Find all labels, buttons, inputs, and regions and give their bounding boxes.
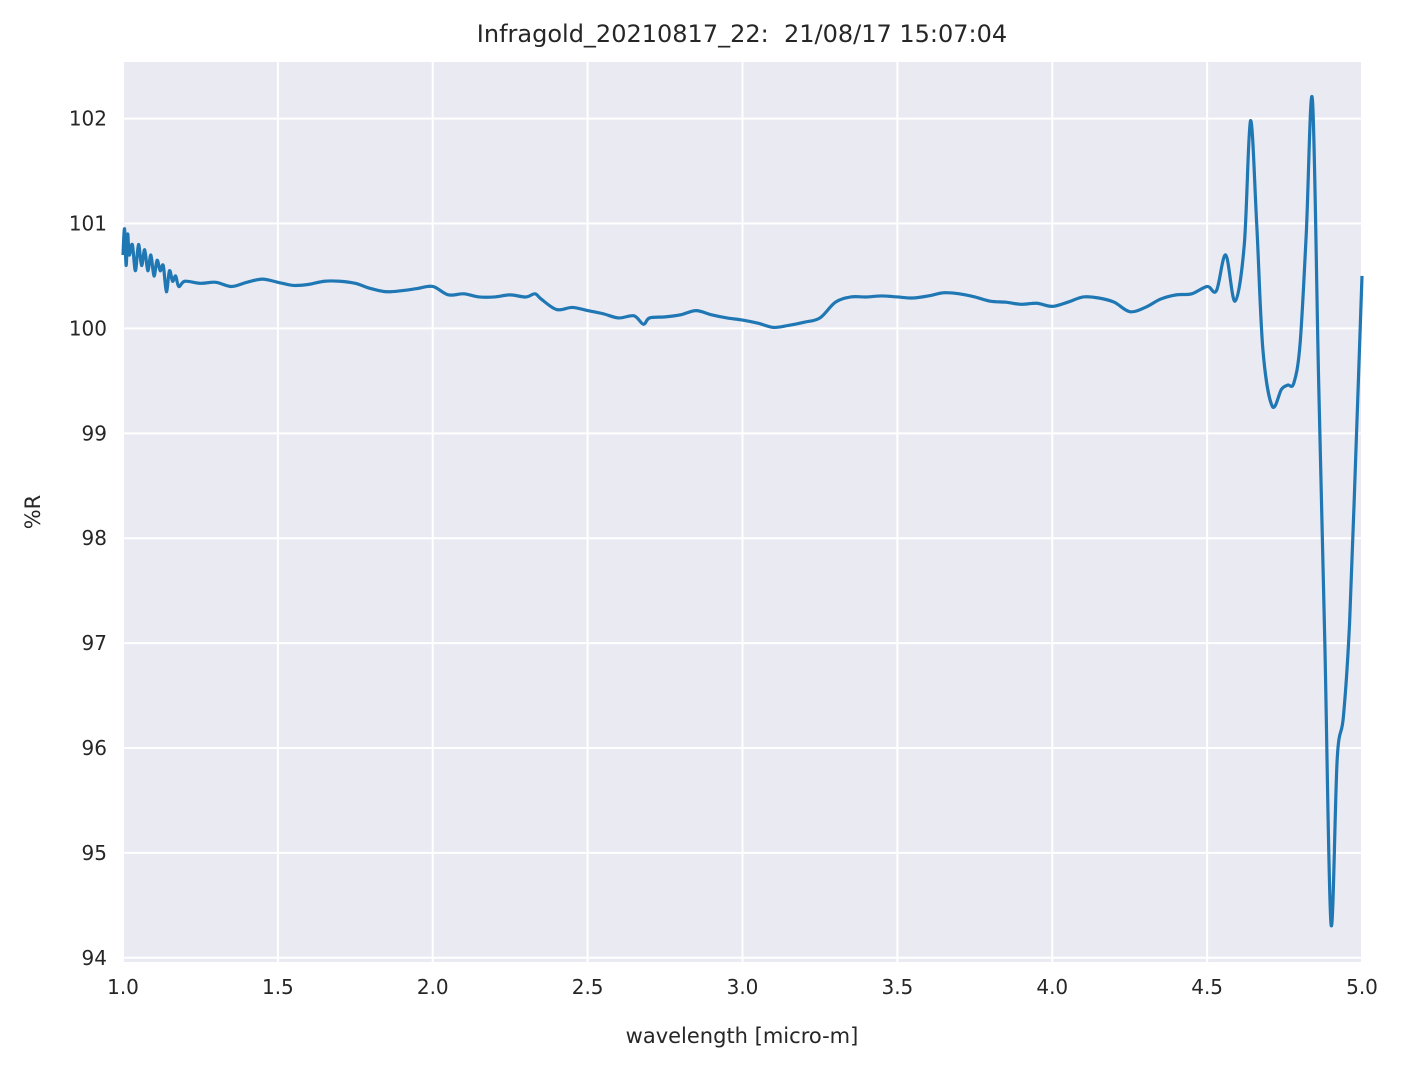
x-tick-label: 2.5 [572,975,604,999]
chart-title: Infragold_20210817_22: 21/08/17 15:07:04 [477,20,1007,48]
grid [122,62,1363,962]
x-tick-label: 1.5 [262,975,294,999]
y-tick-label: 101 [69,212,107,236]
y-tick-label: 95 [82,841,107,865]
y-tick-label: 99 [82,421,107,445]
x-tick-label: 4.0 [1036,975,1068,999]
y-tick-label: 102 [69,107,107,131]
x-tick-label: 3.5 [881,975,913,999]
y-tick-label: 98 [82,526,107,550]
y-tick-label: 94 [82,946,107,970]
x-tick-label: 1.0 [107,975,139,999]
x-tick-label: 4.5 [1191,975,1223,999]
x-axis-label: wavelength [micro-m] [626,1024,859,1048]
series-line [121,95,1364,928]
y-axis-label: %R [21,495,45,530]
tick-labels: 1.0 1.5 2.0 2.5 3.0 3.5 4.0 4.5 5.0 94 95 96 97 98 99 1… [69,107,1378,999]
y-tick-label: 96 [82,736,107,760]
x-tick-label: 3.0 [727,975,759,999]
x-tick-label: 2.0 [417,975,449,999]
y-tick-label: 100 [69,316,107,340]
y-tick-label: 97 [82,631,107,655]
x-tick-label: 5.0 [1346,975,1378,999]
